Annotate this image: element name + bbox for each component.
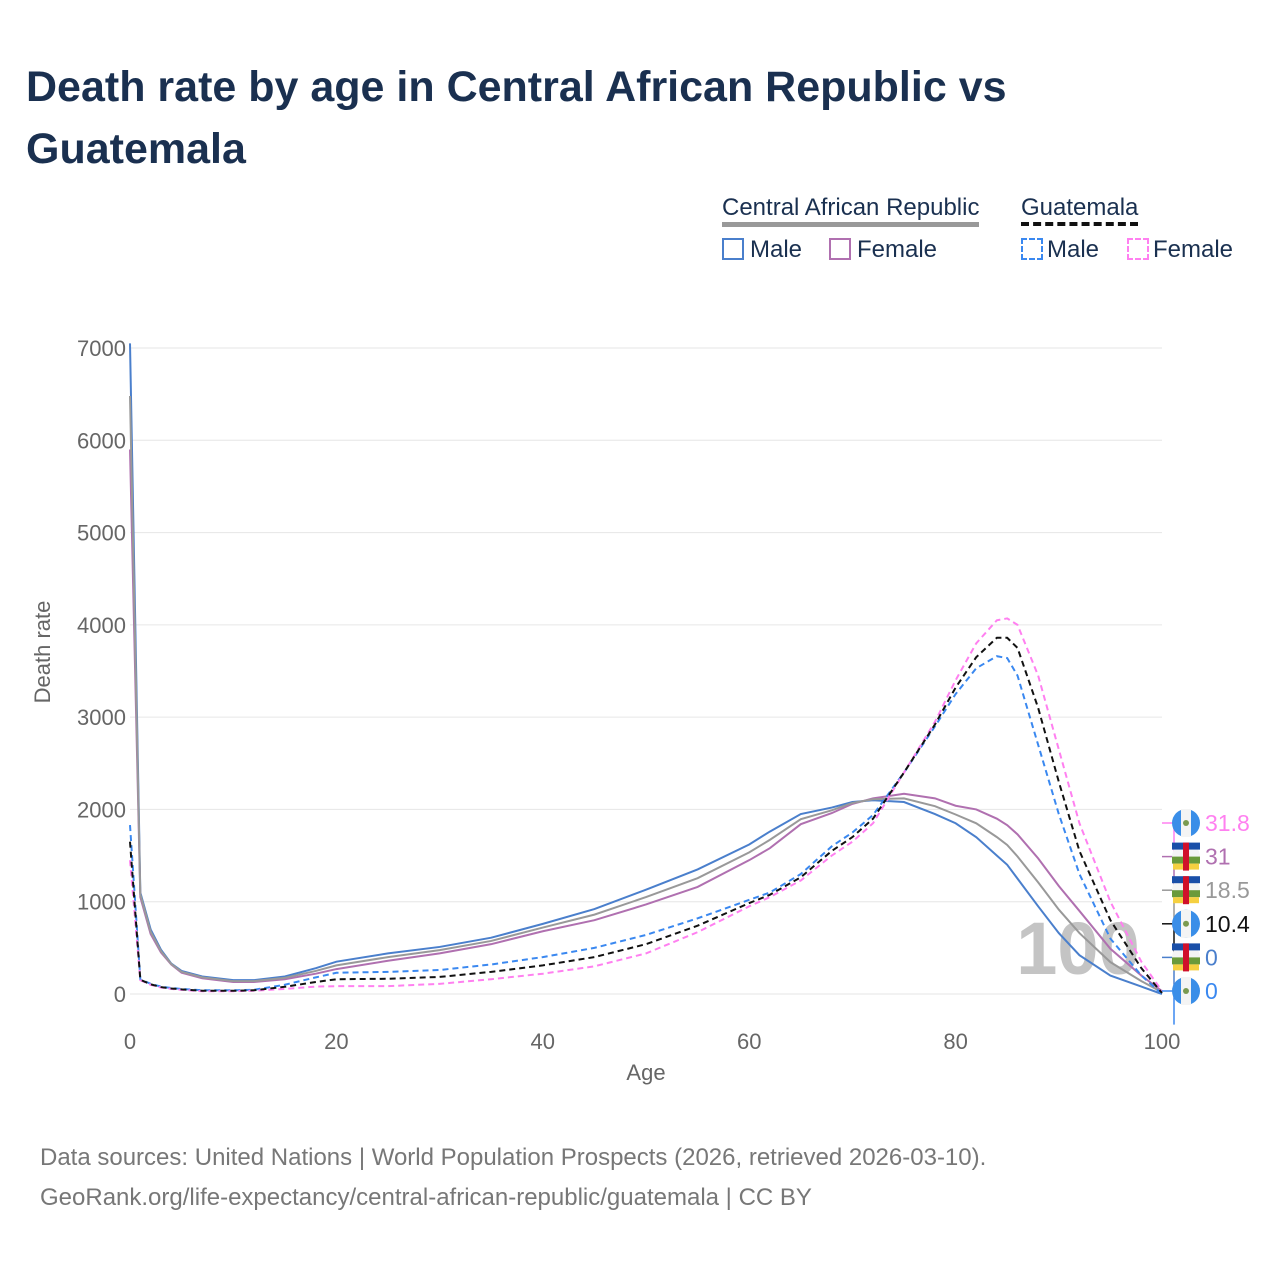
legend-gt-male[interactable]: Male (1021, 236, 1099, 264)
end-value-label: 10.4 (1205, 911, 1250, 937)
y-tick-label: 4000 (77, 613, 126, 638)
flag-emblem (1183, 988, 1189, 994)
flag-stripe (1183, 842, 1189, 871)
legend-label: Female (857, 236, 938, 263)
x-axis-label: Age (626, 1060, 665, 1085)
y-tick-label: 7000 (77, 336, 126, 361)
y-tick-label: 6000 (77, 428, 126, 453)
flag-stripe (1183, 876, 1189, 905)
end-value-label: 0 (1205, 978, 1218, 1004)
end-value-label: 31 (1205, 844, 1231, 870)
series-line-guatemala-female (129, 617, 1163, 993)
flag-emblem (1183, 920, 1189, 927)
y-tick-label: 0 (114, 982, 126, 1007)
legend-swatch (722, 238, 744, 260)
series-line-guatemala-total (129, 636, 1163, 994)
x-tick-label: 40 (531, 1029, 555, 1054)
source-note: Data sources: United Nations | World Pop… (40, 1138, 986, 1218)
x-tick-label: 60 (737, 1029, 761, 1054)
legend-label: Female (1153, 236, 1234, 263)
flag-emblem (1183, 820, 1189, 826)
x-tick-label: 0 (124, 1029, 136, 1054)
end-value-label: 18.5 (1205, 877, 1250, 903)
y-tick-label: 3000 (77, 705, 126, 730)
legend-group-gt: Guatemala (1021, 194, 1139, 226)
legend-label: Male (750, 236, 803, 263)
series-line-central-african-republic-female (129, 449, 1163, 992)
chart-title: Death rate by age in Central African Rep… (26, 63, 1007, 173)
legend-swatch (1127, 238, 1149, 260)
y-axis-label: Death rate (30, 601, 55, 704)
series-line-central-african-republic-total (129, 395, 1163, 994)
end-value-label: 31.8 (1205, 810, 1250, 836)
source-link[interactable]: GeoRank.org/life-expectancy/central-afri… (40, 1184, 812, 1211)
end-value-label: 0 (1205, 944, 1218, 970)
legend-caf-male[interactable]: Male (722, 236, 802, 264)
legend-swatch (1021, 238, 1043, 260)
legend-caf-female[interactable]: Female (829, 236, 937, 264)
series-line-guatemala-male (129, 655, 1163, 995)
legend-group-caf: Central African Republic (722, 194, 980, 227)
x-tick-label: 100 (1144, 1029, 1181, 1054)
legend-label: Male (1047, 236, 1100, 263)
y-tick-label: 1000 (77, 890, 126, 915)
y-tick-label: 2000 (77, 797, 126, 822)
x-tick-label: 20 (324, 1029, 348, 1054)
x-tick-label: 80 (943, 1029, 967, 1054)
y-tick-label: 5000 (77, 521, 126, 546)
legend-gt-female[interactable]: Female (1127, 236, 1233, 264)
flag-stripe (1183, 943, 1189, 972)
legend-swatch (829, 238, 851, 260)
source-line: Data sources: United Nations | World Pop… (40, 1144, 987, 1171)
age-watermark: 100 (1016, 907, 1139, 990)
